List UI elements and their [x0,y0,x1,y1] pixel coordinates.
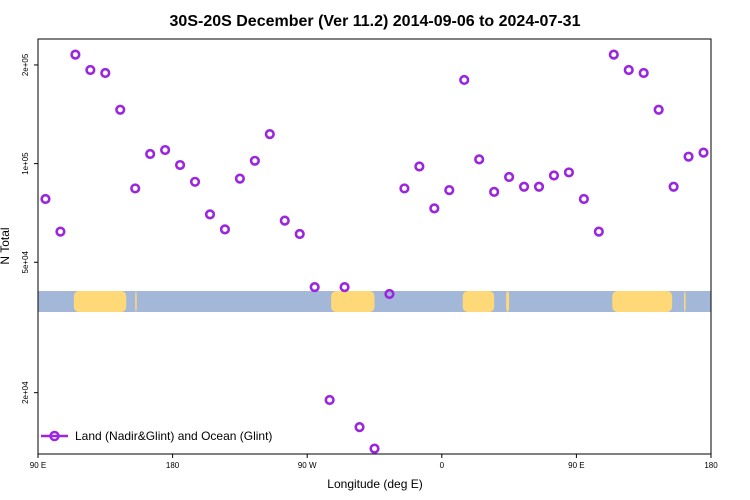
x-tick-label: 90 W [298,461,317,470]
data-point [55,226,66,237]
data-point [354,422,365,433]
data-point [85,64,96,76]
data-point [533,181,545,192]
map-strip [38,291,711,312]
map-land [612,291,673,312]
data-point [115,104,126,115]
data-point [309,281,320,293]
legend: Land (Nadir&Glint) and Ocean (Glint) [41,429,272,443]
map-land [506,291,510,312]
data-point [444,185,455,196]
data-point [698,147,709,158]
data-point [145,148,156,160]
map-land [684,291,686,312]
data-point [474,154,485,165]
legend-label: Land (Nadir&Glint) and Ocean (Glint) [75,429,272,443]
data-point [279,215,290,226]
data-point [653,104,664,115]
x-tick-label: 180 [166,461,180,470]
y-tick-label: 5e+04 [21,250,30,273]
data-point [339,281,350,293]
map-land [462,291,495,312]
data-point [70,49,81,60]
data-point [264,129,275,140]
x-tick-label: 180 [704,461,718,470]
data-point [578,193,589,205]
data-point [160,144,171,156]
y-tick-label: 2e+04 [21,381,30,404]
y-tick-label: 1e+05 [21,152,30,175]
chart-title: 30S-20S December (Ver 11.2) 2014-09-06 t… [170,13,581,30]
data-point [608,49,619,60]
map-land [135,291,137,312]
data-point [130,183,141,194]
data-point [683,151,694,162]
x-tick-label: 0 [440,461,445,470]
data-point [638,67,649,79]
data-point [204,209,216,220]
data-point [294,228,305,240]
data-point [369,443,380,454]
data-point [189,176,201,187]
x-axis: 90 E 180 90 W 0 90 E 180 [30,454,718,470]
data-point [504,171,515,183]
data-point [234,173,245,184]
map-land [331,291,375,312]
data-point [563,167,575,178]
data-point [489,186,500,197]
x-tick-label: 90 E [568,461,584,470]
y-axis-label: N Total [0,227,12,264]
data-point [100,67,111,79]
plot-frame [37,38,712,455]
data-point [174,159,186,171]
legend-marker [49,430,60,442]
data-point [399,183,410,194]
data-point [623,64,634,76]
x-axis-label: Longitude (deg E) [327,477,422,491]
data-point [668,181,679,192]
data-point [219,224,231,235]
data-point [414,161,425,172]
data-point [324,394,335,406]
data-point [40,193,51,205]
data-point [518,181,530,192]
x-tick-label: 90 E [30,461,46,470]
map-land [73,291,127,312]
data-point [593,226,604,237]
y-tick-label: 2e+05 [21,53,30,76]
data-points [40,49,709,454]
data-point [249,155,260,166]
data-point [384,288,395,300]
data-point [548,170,560,181]
data-point [429,203,440,214]
data-point [459,74,470,86]
y-axis: 2e+04 5e+04 1e+05 2e+05 [21,53,38,404]
